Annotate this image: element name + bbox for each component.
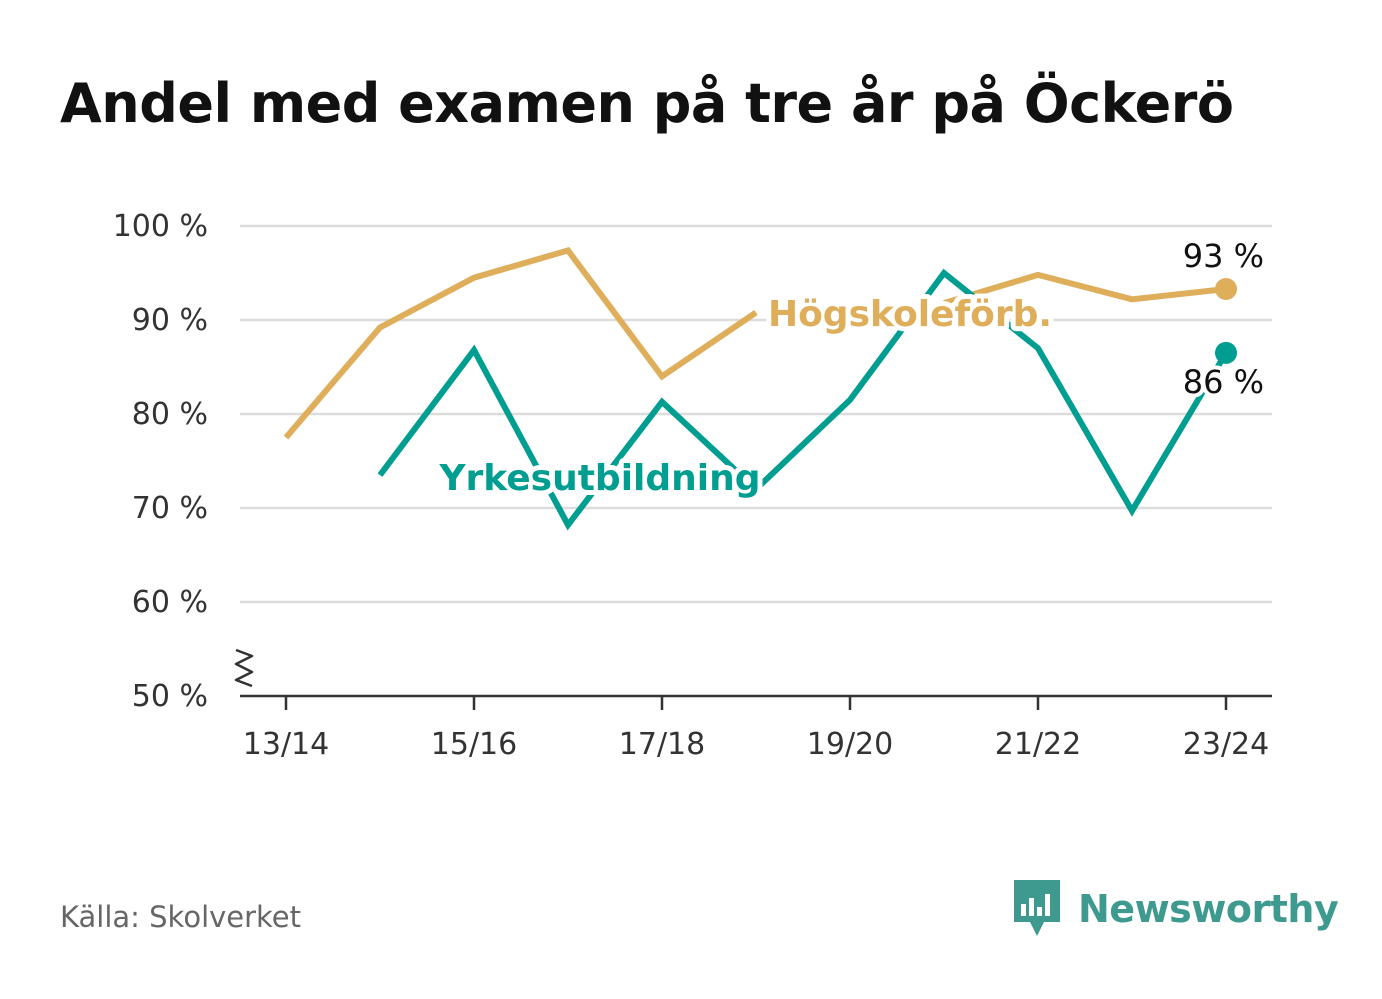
series-label-hogskoleforb: Högskoleförb. [768, 294, 1052, 335]
end-point-hogskoleforb [1215, 277, 1237, 300]
series-line-hogskoleforb [283, 246, 758, 440]
axis-break-icon [234, 648, 254, 688]
series-label-yrkesutbildning: Yrkesutbildning [438, 458, 760, 499]
x-tick-label: 13/14 [243, 727, 329, 762]
brand-name: Newsworthy [1078, 887, 1339, 931]
y-tick-label: 90 % [132, 303, 208, 338]
y-tick-label: 50 % [132, 679, 208, 714]
y-tick-label: 70 % [132, 491, 208, 526]
series-line-hogskoleforb [943, 271, 1227, 306]
x-tick-label: 23/24 [1183, 727, 1269, 762]
end-value-label-hogskoleforb: 93 % [1183, 237, 1264, 275]
brand-logo: Newsworthy [1012, 878, 1339, 940]
chart-title: Andel med examen på tre år på Öckerö [60, 72, 1234, 135]
end-point-yrkesutbildning [1215, 341, 1237, 364]
bar-chart-speech-icon [1014, 880, 1060, 936]
y-tick-label: 100 % [113, 209, 208, 244]
y-tick-label: 80 % [132, 397, 208, 432]
source-label: Källa: Skolverket [60, 900, 302, 934]
x-tick-label: 21/22 [995, 727, 1081, 762]
y-tick-label: 60 % [132, 585, 208, 620]
x-tick-label: 17/18 [619, 727, 705, 762]
x-tick-label: 15/16 [431, 727, 517, 762]
end-value-label-yrkesutbildning: 86 % [1183, 363, 1264, 401]
x-tick-label: 19/20 [807, 727, 893, 762]
series-line-yrkesutbildning [377, 268, 1229, 531]
